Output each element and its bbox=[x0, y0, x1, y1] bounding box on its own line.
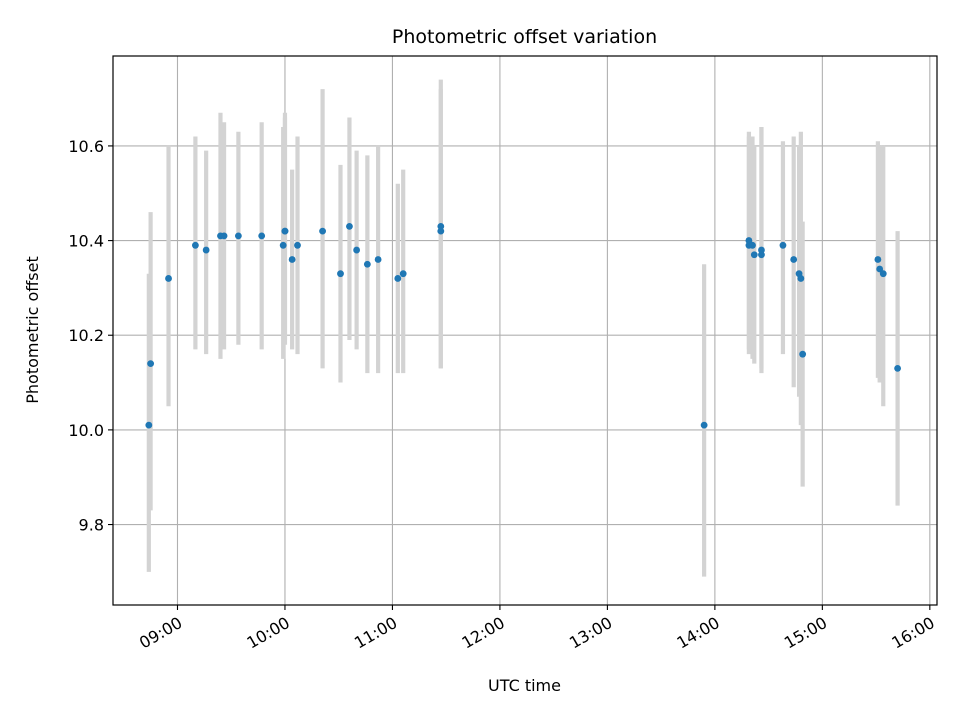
data-point bbox=[374, 256, 382, 263]
data-point bbox=[876, 265, 884, 273]
data-point bbox=[797, 275, 805, 282]
chart-title: Photometric offset variation bbox=[392, 26, 657, 48]
data-point bbox=[234, 232, 242, 240]
data-point bbox=[437, 227, 445, 235]
data-point bbox=[874, 256, 882, 263]
data-point bbox=[399, 270, 407, 278]
data-point bbox=[202, 246, 210, 254]
data-point bbox=[894, 364, 901, 372]
point-layer bbox=[145, 222, 901, 429]
data-point bbox=[353, 246, 361, 254]
data-point bbox=[337, 270, 344, 278]
data-point bbox=[147, 360, 155, 368]
data-point bbox=[165, 275, 172, 282]
data-point bbox=[319, 227, 326, 235]
data-point bbox=[288, 256, 296, 263]
data-point bbox=[750, 251, 758, 259]
data-point bbox=[294, 241, 301, 249]
data-point bbox=[279, 241, 287, 249]
data-point bbox=[758, 246, 765, 254]
y-tick-label: 9.8 bbox=[79, 516, 104, 535]
y-tick-label: 10.4 bbox=[68, 232, 104, 251]
data-point bbox=[281, 227, 289, 235]
y-tick-label: 10.0 bbox=[68, 421, 104, 440]
y-axis: 9.8 10.0 10.2 10.4 10.6 bbox=[68, 137, 113, 535]
data-point bbox=[394, 275, 402, 282]
data-point bbox=[258, 232, 266, 240]
data-point bbox=[779, 241, 787, 249]
data-point bbox=[145, 421, 153, 429]
data-point bbox=[346, 222, 353, 230]
plot-frame bbox=[112, 55, 938, 606]
data-point bbox=[745, 237, 753, 244]
data-point bbox=[758, 251, 765, 259]
data-point bbox=[700, 421, 708, 429]
data-point bbox=[790, 256, 798, 263]
data-point bbox=[437, 222, 445, 230]
data-point bbox=[192, 241, 199, 249]
x-axis-label: UTC time bbox=[488, 676, 561, 695]
y-tick-label: 10.2 bbox=[68, 326, 104, 345]
data-point bbox=[220, 232, 228, 240]
data-point bbox=[799, 350, 807, 358]
data-point bbox=[363, 260, 371, 268]
data-point bbox=[879, 270, 887, 278]
y-axis-label: Photometric offset bbox=[23, 256, 42, 404]
y-tick-label: 10.6 bbox=[68, 137, 104, 156]
data-point bbox=[749, 241, 756, 249]
